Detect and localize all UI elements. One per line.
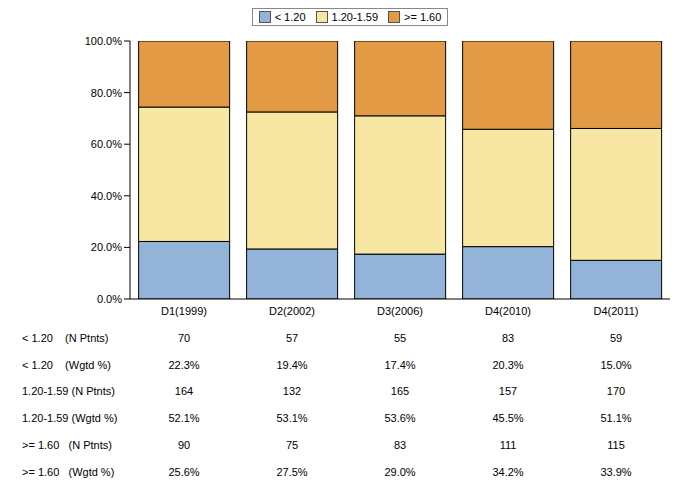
svg-text:D1(1999): D1(1999) xyxy=(161,305,207,317)
svg-text:20.0%: 20.0% xyxy=(91,241,122,253)
html-text:33.9%: 33.9% xyxy=(600,465,632,478)
html-text:55: 55 xyxy=(393,332,407,344)
html-text:115: 115 xyxy=(607,438,625,451)
svg-text:D3(2006): D3(2006) xyxy=(377,305,423,317)
svg-text:D4(2010): D4(2010) xyxy=(485,305,531,317)
html-text:165: 165 xyxy=(390,385,410,398)
html-text:53.6%: 53.6% xyxy=(384,412,416,425)
html-text:52.1%: 52.1% xyxy=(168,412,200,425)
html-text:45.5%: 45.5% xyxy=(492,412,524,425)
html-text:51.1%: 51.1% xyxy=(600,412,632,425)
html-text:57: 57 xyxy=(285,332,299,344)
html-text:53.1%: 53.1% xyxy=(276,412,308,425)
html-text:< 1.20 (N Ptnts): < 1.20 (N Ptnts) xyxy=(22,332,109,344)
html-text:20.3%: 20.3% xyxy=(492,358,524,371)
html-text:25.6%: 25.6% xyxy=(168,465,200,478)
svg-text:D4(2011): D4(2011) xyxy=(593,305,638,317)
html-text:157: 157 xyxy=(498,385,518,398)
html-text:170: 170 xyxy=(606,385,626,398)
html-text:29.0%: 29.0% xyxy=(384,465,416,478)
svg-text:D2(2002): D2(2002) xyxy=(269,305,315,317)
html-text:34.2%: 34.2% xyxy=(492,465,524,478)
html-text:90: 90 xyxy=(177,438,191,451)
html-text:22.3%: 22.3% xyxy=(168,358,200,371)
html-text:27.5%: 27.5% xyxy=(276,465,308,478)
html-text:83: 83 xyxy=(501,332,515,344)
html-text:75: 75 xyxy=(285,438,299,451)
html-text:>= 1.60 (N Ptnts): >= 1.60 (N Ptnts) xyxy=(22,438,112,451)
svg-text:0.0%: 0.0% xyxy=(97,293,122,305)
html-text:111: 111 xyxy=(499,438,517,451)
html-text:17.4%: 17.4% xyxy=(384,358,416,371)
html-text:132: 132 xyxy=(282,385,302,398)
html-text:>= 1.60: >= 1.60 xyxy=(404,11,442,23)
html-text:>= 1.60 (Wgtd %): >= 1.60 (Wgtd %) xyxy=(22,465,115,478)
html-text:15.0%: 15.0% xyxy=(600,358,632,371)
html-text:< 1.20 (Wgtd %): < 1.20 (Wgtd %) xyxy=(22,358,111,371)
html-text:164: 164 xyxy=(174,385,194,398)
html-text:1.20-1.59: 1.20-1.59 xyxy=(331,11,378,23)
html-text:70: 70 xyxy=(177,332,191,344)
svg-text:80.0%: 80.0% xyxy=(91,87,122,99)
html-text:1.20-1.59 (N Ptnts): 1.20-1.59 (N Ptnts) xyxy=(22,385,115,398)
svg-text:100.0%: 100.0% xyxy=(85,35,123,47)
html-text:19.4%: 19.4% xyxy=(276,358,308,371)
html-text:59: 59 xyxy=(609,332,623,344)
svg-text:60.0%: 60.0% xyxy=(91,138,122,150)
html-text:1.20-1.59 (Wgtd %): 1.20-1.59 (Wgtd %) xyxy=(22,412,118,425)
html-text:83: 83 xyxy=(393,438,407,451)
html-text:< 1.20: < 1.20 xyxy=(274,11,306,23)
svg-text:40.0%: 40.0% xyxy=(91,190,122,202)
